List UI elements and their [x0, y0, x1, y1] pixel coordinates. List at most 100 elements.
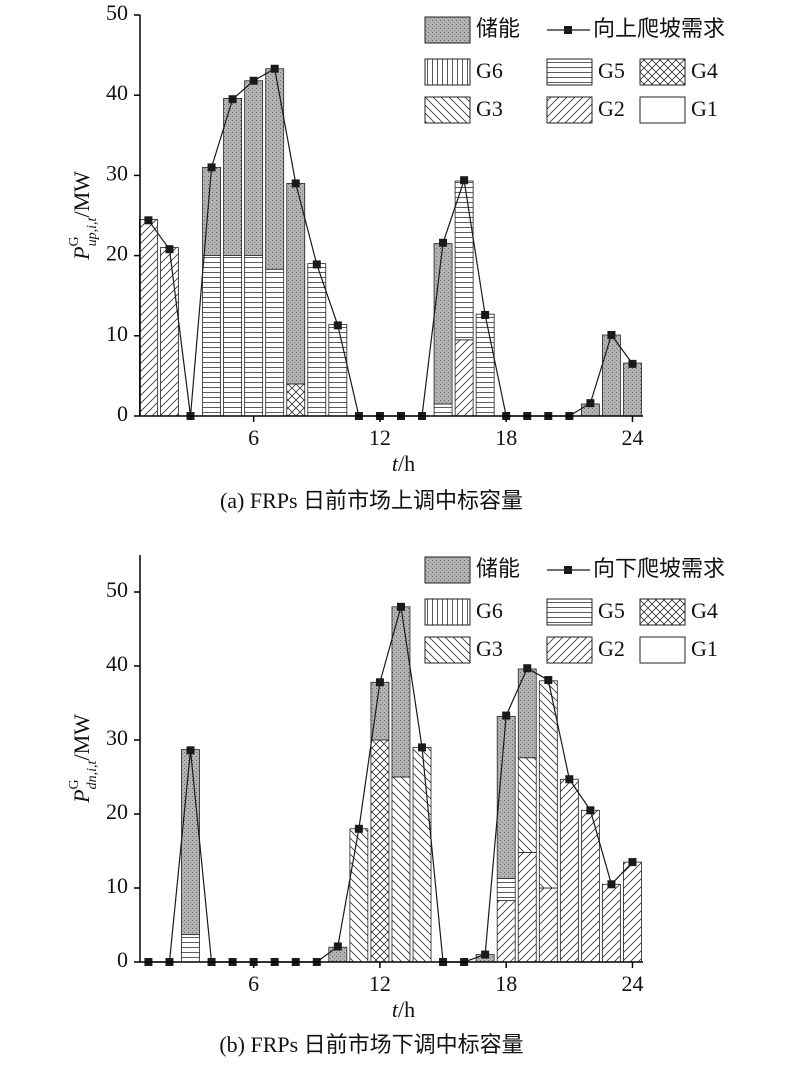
demand-marker — [523, 664, 532, 673]
y-tick-label: 50 — [106, 577, 128, 602]
bar-segment — [349, 828, 369, 963]
bar-segment — [160, 247, 179, 417]
legend-label: G3 — [476, 636, 503, 661]
bar-segment — [602, 334, 621, 417]
y-tick-label: 30 — [106, 725, 128, 750]
bar-segment — [454, 339, 474, 417]
bar-segment — [265, 68, 285, 270]
legend-label: G5 — [598, 598, 625, 623]
demand-marker — [502, 711, 511, 720]
bar-segment — [265, 268, 285, 417]
demand-marker — [228, 95, 237, 104]
y-axis-label: PG dn,i,t/MW — [67, 714, 100, 804]
bar-segment — [244, 255, 264, 417]
bar-segment — [623, 362, 642, 417]
bar-segment — [286, 383, 306, 417]
legend-swatch — [639, 636, 686, 664]
y-tick-label: 10 — [106, 873, 128, 898]
demand-marker — [396, 602, 405, 611]
y-tick-label: 40 — [106, 651, 128, 676]
bar-segment — [223, 255, 243, 417]
demand-marker — [544, 676, 553, 685]
bar-segment — [433, 403, 453, 417]
legend-marker — [564, 26, 572, 34]
legend-swatch — [546, 96, 593, 124]
x-label-var: t — [392, 451, 399, 476]
legend-swatch — [424, 16, 471, 44]
bar-segment — [623, 861, 642, 963]
x-label-var: t — [392, 997, 399, 1022]
y-tick-label: 30 — [106, 160, 128, 185]
y-tick-label: 20 — [106, 799, 128, 824]
bar-segment — [244, 80, 264, 256]
caption: (a) FRPs 日前市场上调中标容量 — [220, 488, 523, 513]
legend-swatch — [546, 636, 593, 664]
y-tick-label: 40 — [106, 80, 128, 105]
y-tick-label: 10 — [106, 321, 128, 346]
legend-label: G2 — [598, 96, 625, 121]
x-tick-label: 12 — [369, 425, 391, 450]
x-tick-label: 24 — [621, 425, 643, 450]
legend-label: 向上爬坡需求 — [593, 16, 725, 41]
demand-marker — [565, 775, 574, 784]
demand-marker — [354, 824, 363, 833]
y-tick-label: 0 — [117, 401, 128, 426]
bar-segment — [602, 883, 621, 963]
y-label-var: P — [69, 246, 94, 260]
bar-segment — [286, 183, 306, 385]
x-axis-label: t/h — [392, 997, 415, 1022]
y-label-sup: G — [67, 236, 82, 246]
y-label-unit: /MW — [69, 171, 94, 218]
bar-segment — [475, 313, 495, 417]
y-label-sub: dn,i,t — [85, 759, 100, 789]
bar-segment — [559, 778, 579, 963]
x-tick-label: 12 — [369, 971, 391, 996]
bar-segment — [223, 98, 243, 256]
bar-segment — [496, 715, 516, 879]
legend-swatch — [424, 636, 471, 664]
demand-marker — [418, 743, 427, 752]
bar-segment — [391, 606, 411, 778]
bar-segment — [370, 739, 390, 963]
demand-marker — [144, 216, 153, 225]
demand-marker — [207, 163, 216, 172]
demand-marker — [607, 880, 616, 889]
bar-segment — [517, 852, 537, 963]
x-axis-label: t/h — [392, 451, 415, 476]
demand-marker — [270, 64, 279, 73]
bar-segment — [517, 757, 537, 853]
x-tick-label: 6 — [248, 971, 259, 996]
bar-segment — [496, 877, 516, 901]
demand-marker — [586, 399, 595, 408]
demand-marker — [333, 942, 342, 951]
demand-marker — [481, 310, 490, 319]
demand-marker — [333, 321, 342, 330]
legend-swatch — [546, 598, 593, 626]
legend-label: G2 — [598, 636, 625, 661]
legend-label: G3 — [476, 96, 503, 121]
legend-label: G1 — [691, 636, 718, 661]
bar-segment — [181, 749, 200, 936]
demand-marker — [460, 176, 469, 185]
legend-label: G6 — [476, 598, 503, 623]
legend-swatch — [546, 58, 593, 86]
legend-marker — [564, 566, 572, 574]
demand-marker — [439, 238, 448, 247]
legend-label: 向下爬坡需求 — [593, 556, 725, 581]
bar-segment — [538, 887, 558, 963]
y-tick-label: 20 — [106, 241, 128, 266]
legend-label: G4 — [691, 58, 718, 83]
demand-marker — [186, 746, 195, 755]
legend-label: G4 — [691, 598, 718, 623]
bar-segment — [307, 263, 327, 417]
demand-marker — [586, 806, 595, 815]
y-label-sup: G — [67, 779, 82, 789]
bar-segment — [454, 180, 474, 341]
y-tick-label: 0 — [117, 947, 128, 972]
x-label-unit: /h — [398, 997, 415, 1022]
demand-marker — [628, 359, 637, 368]
bar-segment — [433, 243, 453, 405]
demand-marker — [375, 678, 384, 687]
